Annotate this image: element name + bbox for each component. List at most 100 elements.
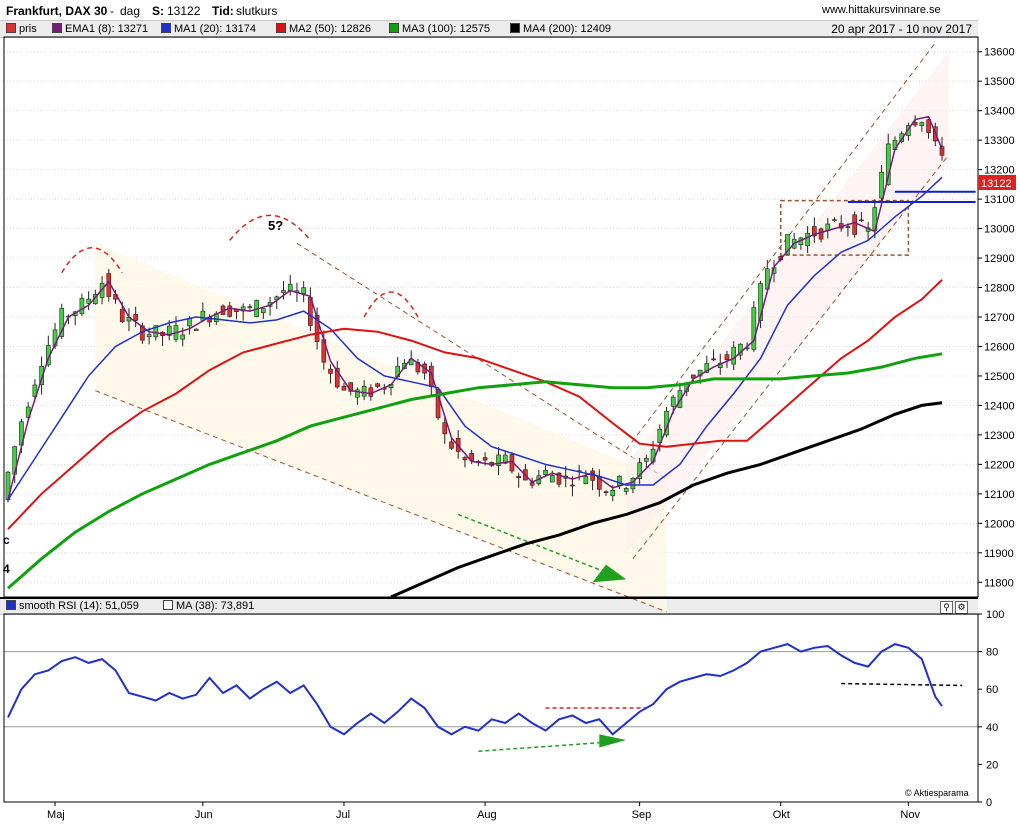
- time-value: slutkurs: [236, 4, 278, 18]
- candle-body: [301, 287, 306, 294]
- candle-body: [449, 441, 454, 449]
- rsi-tick-label: 0: [986, 797, 992, 809]
- month-label: Jul: [336, 809, 350, 821]
- candle-body: [832, 219, 837, 221]
- header-sep: -: [110, 4, 114, 18]
- candle-body: [375, 383, 380, 387]
- legend-item-ma1[interactable]: MA1 (20): 13174: [161, 23, 256, 35]
- candle-body: [355, 389, 360, 398]
- candle-body: [361, 386, 367, 397]
- candle-body: [482, 457, 488, 461]
- candle-body: [637, 462, 642, 479]
- candle-body: [859, 219, 864, 222]
- candle-body: [677, 390, 683, 408]
- candle-body: [630, 477, 636, 490]
- top-arc: [363, 291, 419, 318]
- candle-body: [644, 458, 649, 462]
- candle-body: [926, 119, 931, 133]
- date-range: 20 apr 2017 - 10 nov 2017: [831, 22, 972, 36]
- month-label: Maj: [47, 809, 65, 821]
- candle-body: [899, 133, 904, 142]
- candle-body: [919, 122, 925, 126]
- price-tick-label: 12200: [984, 459, 1015, 471]
- candle-body: [549, 475, 555, 483]
- price-tick-label: 12300: [984, 430, 1015, 442]
- axes: 11800 11900 12000 12100 12200 12300 12400 12500…: [0, 36, 1015, 821]
- price-tick-label: 11900: [984, 548, 1014, 560]
- legend-item-ma3[interactable]: MA3 (100): 12575: [389, 23, 490, 35]
- candle-body: [240, 306, 246, 312]
- month-label: Nov: [900, 809, 920, 821]
- candle-body: [166, 325, 172, 336]
- price-tick-label: 12900: [984, 253, 1015, 265]
- legend-item-ema1[interactable]: EMA1 (8): 13271: [52, 23, 148, 35]
- last-label: S:: [152, 4, 164, 18]
- rsi-tick-label: 20: [986, 759, 998, 771]
- down-channel-fill: [95, 243, 667, 612]
- candle-body: [610, 489, 616, 497]
- candle-body: [5, 471, 11, 501]
- candle-body: [885, 143, 891, 185]
- candle-body: [852, 214, 857, 235]
- down-channel-bottom: [95, 390, 667, 613]
- candle-body: [79, 298, 85, 315]
- rsi-panel: [7, 643, 943, 736]
- candle-body: [59, 308, 65, 337]
- up-channel-bottom: [632, 154, 950, 559]
- line-ma2-50-: [7, 279, 943, 530]
- candle-body: [583, 476, 589, 484]
- rsi-divergence-arrow: [599, 734, 627, 748]
- candle-body: [812, 226, 817, 237]
- line-ma4-200-: [390, 401, 943, 599]
- price-tick-label: 12500: [984, 371, 1015, 383]
- last-price-badge: 13122: [981, 178, 1012, 190]
- price-tick-label: 12400: [984, 400, 1015, 412]
- consolidation-box: [779, 199, 910, 256]
- zoom-icon[interactable]: ⚲: [940, 601, 953, 614]
- price-legend: pris EMA1 (8): 13271 MA1 (20): 13174 MA2…: [0, 20, 978, 38]
- candle-body: [368, 387, 374, 397]
- legend-swatch: [6, 23, 16, 33]
- price-tick-label: 12700: [984, 312, 1015, 324]
- candle-body: [731, 346, 737, 365]
- price-tick-label: 13500: [984, 76, 1015, 88]
- candle-body: [119, 309, 125, 322]
- line-ma1-20-: [7, 176, 943, 501]
- candle-body: [711, 358, 716, 361]
- site-link[interactable]: www.hittakursvinnare.se: [822, 4, 941, 16]
- candle-body: [939, 146, 945, 156]
- legend-item-ma4[interactable]: MA4 (200): 12409: [510, 23, 611, 35]
- price-tick-label: 12800: [984, 283, 1015, 295]
- legend-swatch: [389, 23, 399, 33]
- candle-body: [623, 488, 629, 492]
- period-label: dag: [120, 4, 141, 18]
- candle-body: [153, 325, 159, 338]
- legend-item-rsi[interactable]: smooth RSI (14): 51,059: [6, 600, 139, 612]
- price-tick-label: 13400: [984, 106, 1015, 118]
- candle-body: [200, 310, 206, 321]
- rsi-tick-label: 60: [986, 684, 998, 696]
- analysis-drawings: [61, 42, 976, 752]
- rsi-panel-frame: [3, 613, 979, 803]
- price-tick-label: 13600: [984, 47, 1015, 59]
- candle-body: [180, 334, 186, 340]
- candle-body: [281, 290, 286, 293]
- legend-item-pris[interactable]: pris: [6, 23, 37, 35]
- wave-4-label: 4: [3, 562, 10, 576]
- candle-body: [785, 234, 790, 256]
- legend-item-ma2[interactable]: MA2 (50): 12826: [276, 23, 371, 35]
- chart-header: Frankfurt, DAX 30 - dag S: 13122 Tid: sl…: [0, 0, 1020, 20]
- price-tick-label: 13000: [984, 224, 1015, 236]
- rsi-tick-label: 40: [986, 722, 998, 734]
- candle-body: [738, 343, 743, 356]
- last-price-badge-bg: [978, 175, 1016, 190]
- price-tick-label: 11800: [984, 577, 1014, 589]
- price-tick-label: 13200: [984, 165, 1015, 177]
- candle-body: [462, 457, 468, 461]
- price-tick-label: 13100: [984, 194, 1015, 206]
- top-arc: [61, 247, 123, 274]
- rsi-line: [7, 643, 943, 736]
- last-value: 13122: [167, 4, 201, 18]
- legend-item-rsi-ma[interactable]: MA (38): 73,891: [163, 600, 254, 612]
